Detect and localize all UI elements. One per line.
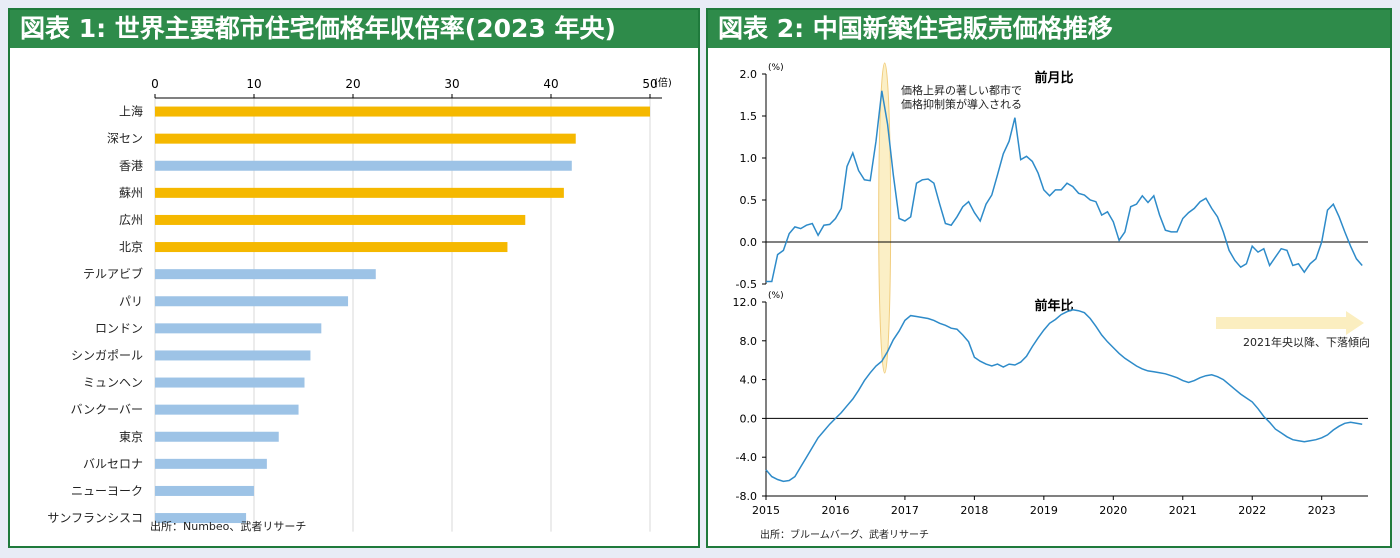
x-tick-label-3: 30 <box>444 77 459 91</box>
x-tick-label-4: 40 <box>543 77 558 91</box>
chart-2-title: 図表 2: 中国新築住宅販売価格推移 <box>708 10 1390 48</box>
bar-1 <box>155 133 576 144</box>
trend-annotation: 2021年央以降、下落傾向 <box>1243 335 1370 349</box>
x-tick-label-0: 0 <box>151 77 159 91</box>
category-label-1: 深セン <box>107 132 143 146</box>
line-charts: -0.5 0.0 0.5 1.0 1.5 2.0 (%) 前月比 -8.0 -4.0 0.0 4.0 8… <box>733 62 1370 541</box>
x-tick-label-2-1: 2016 <box>821 504 849 517</box>
category-label-8: ロンドン <box>95 321 143 335</box>
y-tick-label-2-0: -8.0 <box>736 490 757 503</box>
category-label-9: シンガポール <box>71 348 143 362</box>
category-label-3: 蘇州 <box>119 186 143 200</box>
x-unit-label: (倍) <box>654 76 672 89</box>
category-label-15: サンフランシスコ <box>47 511 143 525</box>
bar-12 <box>155 431 279 442</box>
bar-11 <box>155 404 299 415</box>
bar-9 <box>155 350 311 361</box>
bar-3 <box>155 187 564 198</box>
x-tick-label-2-6: 2021 <box>1169 504 1197 517</box>
x-tick-label-2-4: 2019 <box>1030 504 1058 517</box>
bar-chart: 0 10 20 30 40 50(倍) 上海深セン香港蘇州広州北京テルアビブパリロンドンシン… <box>47 76 672 533</box>
bar-14 <box>155 485 254 496</box>
y-tick-label-2-3: 4.0 <box>740 374 758 387</box>
x-tick-label-2-8: 2023 <box>1308 504 1336 517</box>
category-label-12: 東京 <box>119 430 143 444</box>
bar-8 <box>155 323 322 334</box>
category-label-2: 香港 <box>119 159 143 173</box>
y-tick-label-1-5: 2.0 <box>740 68 758 81</box>
y-tick-label-1-0: -0.5 <box>736 278 757 291</box>
policy-annotation-line-1: 価格抑制策が導入される <box>901 97 1022 111</box>
category-label-11: バンクーバー <box>71 403 143 417</box>
y-tick-label-2-5: 12.0 <box>733 296 758 309</box>
series-title-2: 前年比 <box>1034 298 1073 314</box>
chart-panel-2: 図表 2: 中国新築住宅販売価格推移 -0.5 0.0 0.5 1.0 1.5 2.0 (%… <box>706 8 1392 548</box>
series-title-1: 前月比 <box>1034 70 1073 86</box>
category-label-7: パリ <box>119 294 143 308</box>
y-tick-label-1-4: 1.5 <box>740 110 758 123</box>
y-tick-label-1-1: 0.0 <box>740 236 758 249</box>
bar-4 <box>155 214 526 225</box>
bar-10 <box>155 377 305 388</box>
bar-2 <box>155 160 572 171</box>
category-label-0: 上海 <box>119 104 143 119</box>
policy-highlight-ellipse <box>878 62 892 374</box>
x-tick-label-2-7: 2022 <box>1238 504 1266 517</box>
series-line-1 <box>766 90 1363 283</box>
bar-7 <box>155 296 349 307</box>
category-label-14: ニューヨーク <box>71 484 143 498</box>
source-note-2: 出所：ブルームバーグ、武者リサーチ <box>760 528 929 541</box>
x-tick-label-2-3: 2018 <box>960 504 988 517</box>
y-tick-label-2-4: 8.0 <box>740 335 758 348</box>
y-unit-1: (%) <box>768 63 784 73</box>
y-tick-label-2-2: 0.0 <box>740 412 758 425</box>
x-tick-label-2-2: 2017 <box>891 504 919 517</box>
category-label-6: テルアビブ <box>83 266 143 281</box>
y-tick-label-1-3: 1.0 <box>740 152 758 165</box>
y-tick-label-1-2: 0.5 <box>740 194 758 207</box>
bar-15 <box>155 513 247 524</box>
x-tick-label-2-5: 2020 <box>1099 504 1127 517</box>
y-unit-2: (%) <box>768 291 784 301</box>
bar-13 <box>155 458 267 469</box>
source-note: 出所：Numbeo、武者リサーチ <box>150 519 306 533</box>
category-label-13: バルセロナ <box>83 457 143 471</box>
bar-5 <box>155 242 508 253</box>
chart-panel-1: 図表 1: 世界主要都市住宅価格年収倍率(2023 年央) 0 10 20 30 40 5… <box>8 8 700 548</box>
x-tick-label-1: 10 <box>246 77 261 91</box>
category-label-5: 北京 <box>119 240 143 254</box>
x-tick-label-2-0: 2015 <box>752 504 780 517</box>
category-label-10: ミュンヘン <box>83 376 143 390</box>
category-label-4: 広州 <box>119 213 143 227</box>
x-tick-label-5: 50 <box>642 77 657 91</box>
bar-0 <box>155 106 650 117</box>
series-line-2 <box>765 309 1363 483</box>
trend-arrow-icon <box>1216 311 1364 335</box>
bar-6 <box>155 269 376 280</box>
y-tick-label-2-1: -4.0 <box>736 451 757 464</box>
chart-1-title: 図表 1: 世界主要都市住宅価格年収倍率(2023 年央) <box>10 10 698 48</box>
x-tick-label-2: 20 <box>345 77 360 91</box>
policy-annotation-line-0: 価格上昇の著しい都市で <box>901 83 1022 97</box>
